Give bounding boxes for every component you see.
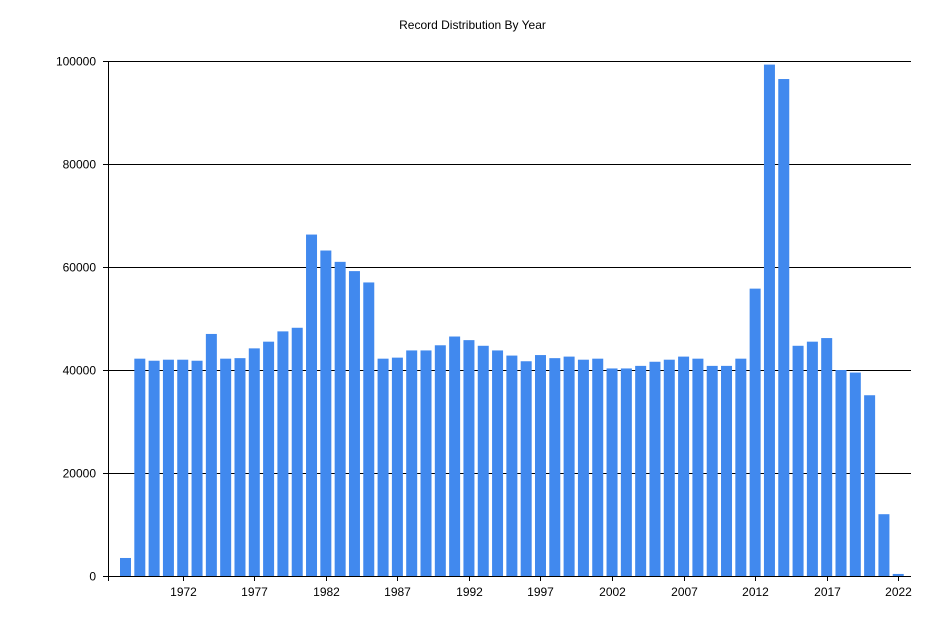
x-tick-label-2002: 2002 xyxy=(599,585,626,599)
bar-1968 xyxy=(120,557,131,576)
bar-2018 xyxy=(835,370,847,576)
bar-2017 xyxy=(821,338,833,576)
bar-1972 xyxy=(177,359,189,576)
y-tick-label-80000: 80000 xyxy=(63,158,97,172)
bar-2007 xyxy=(678,356,690,576)
bar-1970 xyxy=(148,360,160,576)
bar-2005 xyxy=(649,361,661,576)
x-tick-label-2022: 2022 xyxy=(885,585,912,599)
x-tick-label-2017: 2017 xyxy=(814,585,841,599)
y-tick-label-40000: 40000 xyxy=(63,364,97,378)
bar-1979 xyxy=(277,331,289,577)
bar-2002 xyxy=(606,368,618,576)
bar-1981 xyxy=(306,234,318,576)
y-tick-label-60000: 60000 xyxy=(63,261,97,275)
tick-labels: 0 20000 40000 60000 80000 100000 1972 1977 1982 1… xyxy=(56,55,912,600)
bar-2009 xyxy=(706,365,718,576)
bar-1996 xyxy=(520,361,532,576)
bar-2019 xyxy=(849,372,861,576)
bar-1977 xyxy=(248,348,260,576)
x-tick-label-2007: 2007 xyxy=(671,585,698,599)
y-tick-label-0: 0 xyxy=(89,570,96,584)
bar-2006 xyxy=(663,359,675,576)
chart-title: Record Distribution By Year xyxy=(399,18,546,32)
bar-2022 xyxy=(892,573,904,576)
bar-1991 xyxy=(449,336,461,576)
bar-2020 xyxy=(864,395,876,576)
x-tick-label-1982: 1982 xyxy=(313,585,340,599)
bar-1982 xyxy=(320,250,332,576)
bar-1980 xyxy=(291,327,303,576)
bar-1989 xyxy=(420,350,432,576)
bar-1988 xyxy=(406,350,418,576)
bar-1998 xyxy=(549,358,561,576)
bar-1983 xyxy=(334,261,346,576)
bar-2012 xyxy=(749,288,761,576)
bar-2003 xyxy=(620,368,632,576)
bar-1993 xyxy=(477,345,489,576)
x-tick-label-1997: 1997 xyxy=(527,585,554,599)
bar-1987 xyxy=(391,357,403,576)
bar-1986 xyxy=(377,358,389,576)
bar-2021 xyxy=(878,514,890,576)
bar-2001 xyxy=(592,358,604,576)
x-tick-label-2012: 2012 xyxy=(742,585,769,599)
bars xyxy=(120,64,904,577)
x-tick-label-1987: 1987 xyxy=(384,585,411,599)
bar-1999 xyxy=(563,356,575,576)
bar-2004 xyxy=(635,365,647,576)
bar-1995 xyxy=(506,355,518,576)
x-tick-label-1992: 1992 xyxy=(456,585,483,599)
bar-2008 xyxy=(692,358,704,576)
bar-1978 xyxy=(263,341,275,576)
bar-1990 xyxy=(434,345,446,576)
bar-1985 xyxy=(363,282,375,576)
bar-1973 xyxy=(191,360,203,576)
bar-2010 xyxy=(721,365,733,576)
bar-1984 xyxy=(348,271,360,576)
x-tick-label-1977: 1977 xyxy=(241,585,268,599)
bar-1976 xyxy=(234,358,246,576)
bar-1994 xyxy=(492,350,504,576)
axes xyxy=(103,61,911,581)
bar-2015 xyxy=(792,345,804,576)
bar-2014 xyxy=(778,79,790,576)
bar-2011 xyxy=(735,358,747,576)
bar-1969 xyxy=(134,358,146,576)
bar-1971 xyxy=(162,359,174,576)
y-tick-label-100000: 100000 xyxy=(56,55,96,69)
bar-1992 xyxy=(463,340,475,576)
bar-1997 xyxy=(534,355,546,576)
bar-1975 xyxy=(220,358,232,576)
bar-2000 xyxy=(577,359,589,576)
bar-1974 xyxy=(205,333,217,576)
bar-2016 xyxy=(806,341,818,576)
bar-2013 xyxy=(763,64,775,577)
y-tick-label-20000: 20000 xyxy=(63,467,97,481)
x-tick-label-1972: 1972 xyxy=(170,585,197,599)
